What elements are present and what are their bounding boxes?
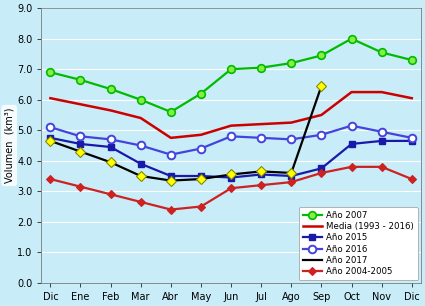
- Legend: Año 2007, Media (1993 - 2016), Año 2015, Año 2016, Año 2017, Año 2004-2005: Año 2007, Media (1993 - 2016), Año 2015,…: [299, 207, 418, 280]
- Año 2004-2005: [198, 205, 204, 208]
- Año 2015: [138, 162, 143, 166]
- Año 2017: [259, 170, 264, 173]
- Año 2017: [48, 139, 53, 143]
- Año 2004-2005: [259, 183, 264, 187]
- Año 2004-2005: [409, 177, 414, 181]
- Line: Año 2007: Año 2007: [47, 35, 416, 116]
- Año 2007: [259, 66, 264, 69]
- Año 2004-2005: [379, 165, 384, 169]
- Y-axis label: Volumen  (km³): Volumen (km³): [4, 108, 14, 183]
- Año 2017: [229, 173, 234, 176]
- Año 2007: [48, 70, 53, 74]
- Año 2007: [138, 98, 143, 102]
- Media (1993 - 2016): [48, 96, 53, 100]
- Media (1993 - 2016): [379, 90, 384, 94]
- Año 2007: [319, 54, 324, 57]
- Line: Año 2016: Año 2016: [47, 122, 416, 159]
- Año 2004-2005: [138, 200, 143, 204]
- Año 2007: [168, 110, 173, 114]
- Año 2017: [138, 174, 143, 178]
- Año 2007: [108, 87, 113, 91]
- Año 2007: [379, 50, 384, 54]
- Año 2015: [198, 174, 204, 178]
- Año 2016: [229, 135, 234, 138]
- Media (1993 - 2016): [229, 124, 234, 128]
- Año 2004-2005: [289, 180, 294, 184]
- Año 2015: [108, 145, 113, 149]
- Media (1993 - 2016): [78, 103, 83, 106]
- Año 2004-2005: [78, 185, 83, 188]
- Año 2015: [259, 173, 264, 176]
- Año 2004-2005: [319, 171, 324, 175]
- Media (1993 - 2016): [319, 113, 324, 117]
- Line: Media (1993 - 2016): Media (1993 - 2016): [51, 92, 412, 138]
- Año 2004-2005: [108, 192, 113, 196]
- Media (1993 - 2016): [409, 96, 414, 100]
- Año 2016: [289, 138, 294, 141]
- Año 2015: [48, 136, 53, 140]
- Año 2007: [229, 67, 234, 71]
- Año 2017: [289, 171, 294, 175]
- Año 2004-2005: [349, 165, 354, 169]
- Año 2016: [379, 130, 384, 134]
- Año 2016: [138, 144, 143, 147]
- Año 2007: [289, 61, 294, 65]
- Line: Año 2004-2005: Año 2004-2005: [47, 164, 415, 213]
- Año 2007: [349, 37, 354, 40]
- Año 2015: [78, 142, 83, 146]
- Año 2017: [319, 84, 324, 88]
- Año 2016: [259, 136, 264, 140]
- Año 2004-2005: [168, 208, 173, 211]
- Año 2004-2005: [48, 177, 53, 181]
- Año 2007: [78, 78, 83, 82]
- Año 2016: [198, 147, 204, 150]
- Media (1993 - 2016): [198, 133, 204, 137]
- Año 2015: [349, 142, 354, 146]
- Año 2016: [48, 125, 53, 129]
- Año 2015: [319, 166, 324, 170]
- Año 2016: [349, 124, 354, 128]
- Año 2016: [319, 133, 324, 137]
- Line: Año 2015: Año 2015: [47, 135, 415, 181]
- Media (1993 - 2016): [138, 116, 143, 120]
- Media (1993 - 2016): [289, 121, 294, 125]
- Año 2015: [379, 139, 384, 143]
- Media (1993 - 2016): [168, 136, 173, 140]
- Año 2017: [168, 179, 173, 182]
- Año 2016: [409, 136, 414, 140]
- Año 2016: [108, 138, 113, 141]
- Año 2015: [168, 174, 173, 178]
- Media (1993 - 2016): [108, 109, 113, 112]
- Año 2017: [108, 160, 113, 164]
- Media (1993 - 2016): [259, 122, 264, 126]
- Año 2015: [289, 174, 294, 178]
- Año 2016: [168, 153, 173, 156]
- Media (1993 - 2016): [349, 90, 354, 94]
- Año 2017: [78, 150, 83, 153]
- Año 2004-2005: [229, 186, 234, 190]
- Año 2015: [229, 176, 234, 179]
- Año 2015: [409, 139, 414, 143]
- Año 2007: [198, 92, 204, 95]
- Año 2016: [78, 135, 83, 138]
- Line: Año 2017: Año 2017: [51, 86, 321, 181]
- Año 2007: [409, 58, 414, 62]
- Año 2017: [198, 177, 204, 181]
